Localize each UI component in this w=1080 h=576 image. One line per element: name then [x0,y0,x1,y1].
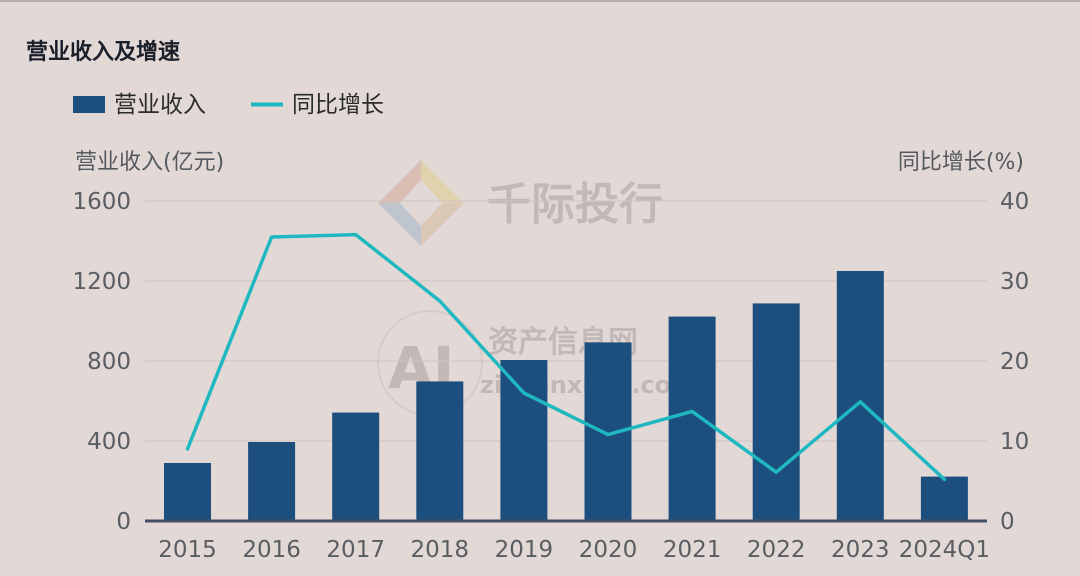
bar-2022 [752,303,800,521]
y-right-tick-label: 40 [1000,189,1029,215]
x-tick-label: 2016 [242,537,301,563]
watermark: 千际投行 AI 资产信息网 zichanxinxi.com [377,160,696,416]
x-tick-label: 2017 [326,537,385,563]
watermark-logo-icon [378,160,464,246]
x-tick-label: 2020 [579,537,638,563]
y-axis-right-title: 同比增长(%) [898,150,1024,175]
bar-2017 [332,412,380,521]
x-tick-label: 2021 [663,537,722,563]
x-tick-label: 2024Q1 [899,537,990,563]
legend: 营业收入 同比增长 [73,92,384,118]
x-tick-label: 2019 [495,537,554,563]
x-tick-label: 2018 [411,537,470,563]
y-right-tick-label: 10 [1000,429,1029,455]
y-right-tick-label: 20 [1000,349,1029,375]
x-tick-label: 2022 [747,537,806,563]
bar-2019 [500,360,548,521]
y-left-tick-label: 0 [116,509,131,535]
y-left-tick-label: 800 [87,349,131,375]
legend-swatch-bar [73,96,105,113]
growth-line [185,232,947,482]
x-axis-ticks: 2015 2016 2017 2018 2019 2020 2021 2022 2023 2024… [158,537,990,563]
bar-2018 [416,381,464,521]
y-right-tick-label: 30 [1000,269,1029,295]
line-series [185,232,947,482]
y-left-tick-label: 400 [87,429,131,455]
bar-2021 [668,316,716,521]
y-axis-right-ticks: 0 10 20 30 40 [1000,189,1029,535]
x-tick-label: 2023 [831,537,890,563]
bar-2023 [836,271,884,521]
x-tick-label: 2015 [158,537,217,563]
y-axis-left-title: 营业收入(亿元) [75,150,224,175]
bar-series [164,271,968,521]
y-right-tick-label: 0 [1000,509,1015,535]
y-left-tick-label: 1600 [72,189,131,215]
y-left-tick-label: 1200 [72,269,131,295]
chart-title: 营业收入及增速 [26,39,180,65]
legend-label-line: 同比增长 [292,92,384,118]
bar-2016 [248,442,296,521]
bar-2024Q1 [920,476,968,521]
legend-label-bar: 营业收入 [114,92,206,118]
y-axis-left-ticks: 0 400 800 1200 1600 [72,189,131,535]
bar-2015 [164,463,211,521]
watermark-brand: 千际投行 [487,179,663,230]
